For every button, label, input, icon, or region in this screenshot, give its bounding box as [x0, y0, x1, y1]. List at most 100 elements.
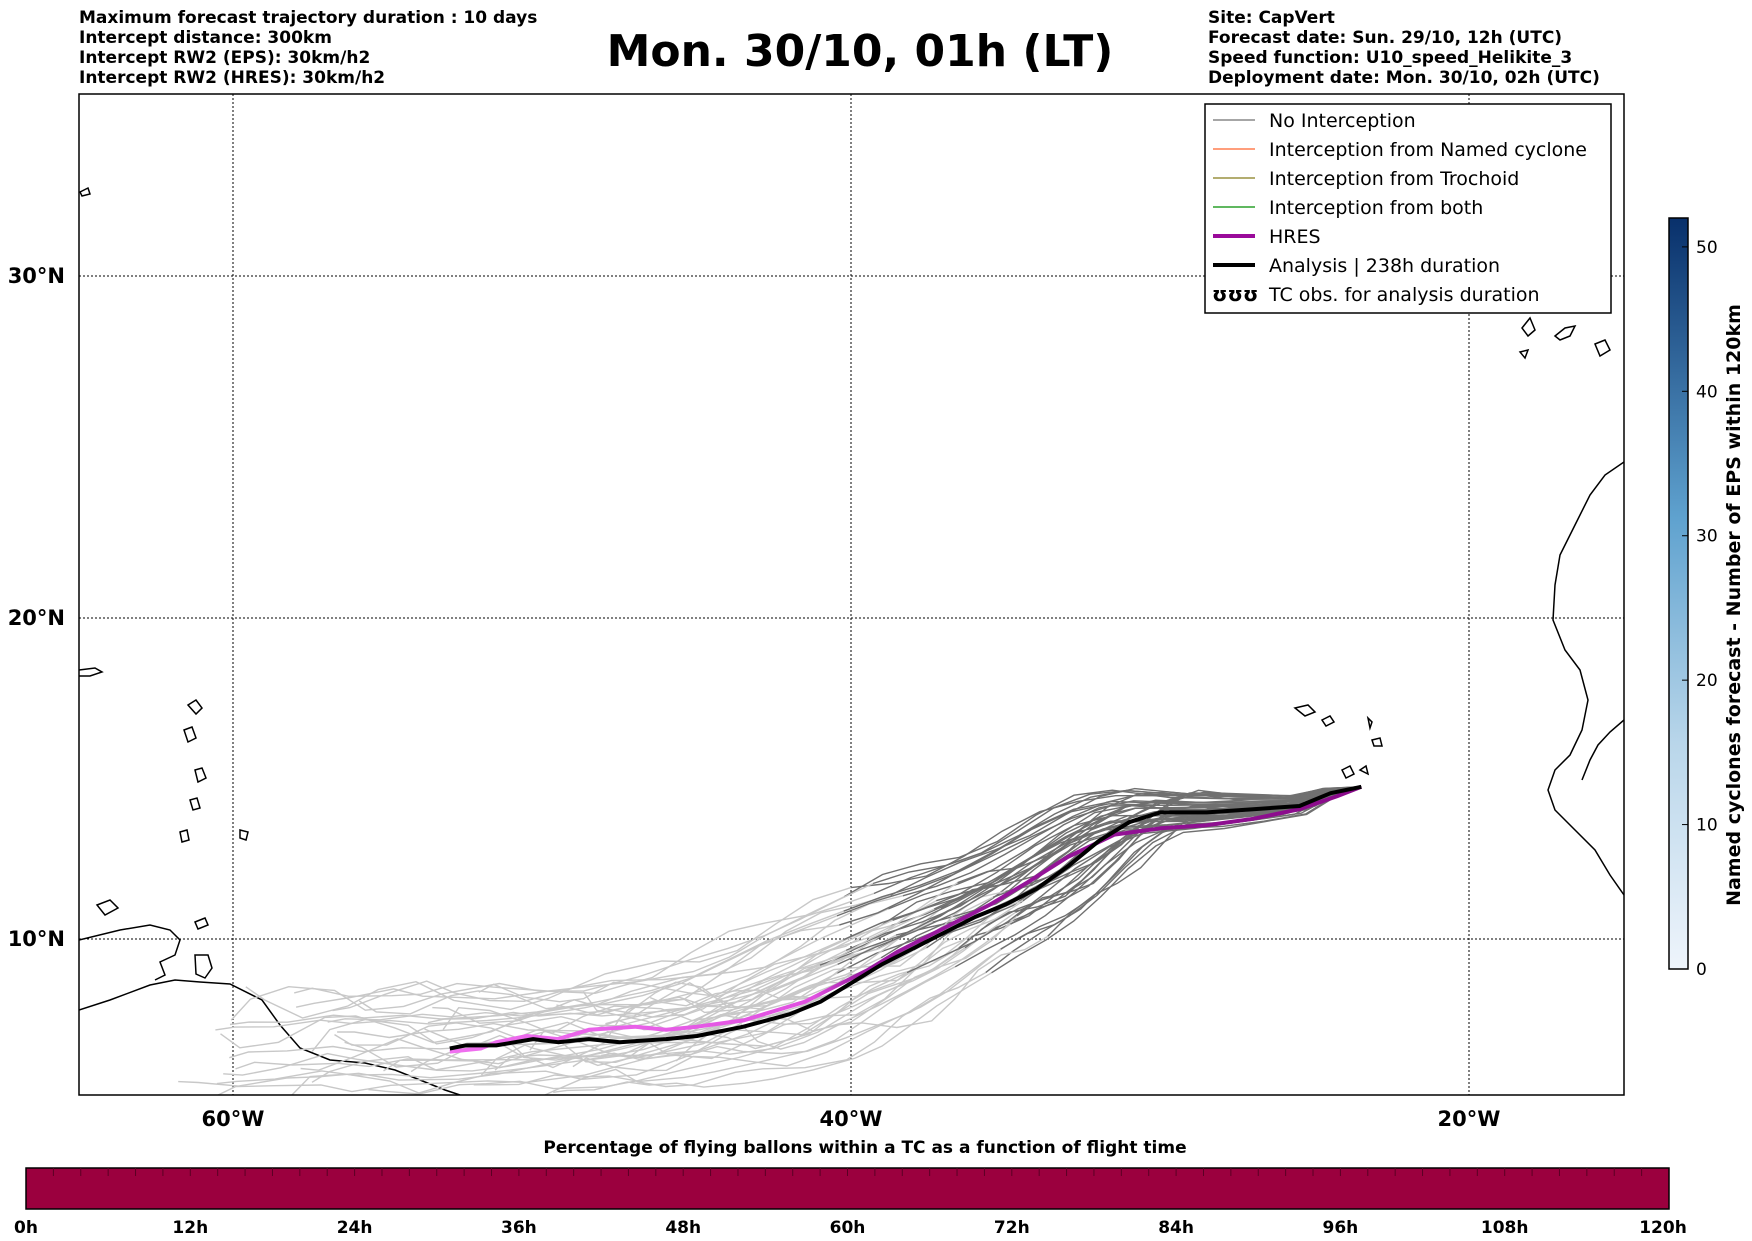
flight-time-colorbar-tick-label: 0h [14, 1218, 38, 1238]
island-lesser-antilles-5 [179, 829, 190, 843]
lat-label-30n: 30°N [8, 264, 65, 288]
ensemble-member-track-far [327, 908, 889, 1023]
coast-venezuela-north [79, 924, 181, 981]
ensemble-member-track-far [615, 902, 1021, 1023]
flight-time-colorbar-tick-label: 48h [665, 1218, 701, 1238]
info-deployment-date: Deployment date: Mon. 30/10, 02h (UTC) [1208, 68, 1600, 88]
ensemble-member-track-far [291, 967, 873, 1095]
island-cape-verde-6 [1358, 764, 1370, 776]
flight-time-colorbar-tick-label: 36h [501, 1218, 537, 1238]
ensemble-member-track-far [215, 915, 838, 1031]
cyclone-colorbar-ticks: 0 10 20 30 40 50 [1682, 238, 1718, 980]
flight-time-colorbar-tick-label: 24h [337, 1218, 373, 1238]
lat-label-10n: 10°N [8, 927, 65, 951]
coast-africa-west [1581, 719, 1624, 781]
ensemble-member-track-far [245, 886, 852, 1019]
ensemble-member-track-far [480, 947, 960, 1076]
ensemble-member-track-near [1000, 786, 1362, 950]
map-title: Mon. 30/10, 01h (LT) [606, 26, 1114, 77]
lon-label-40w: 40°W [820, 1107, 883, 1131]
legend-label-named-cyclone: Interception from Named cyclone [1269, 139, 1587, 161]
flight-time-colorbar-divisions [52, 1168, 1643, 1176]
header-right-info: Site: CapVert Forecast date: Sun. 29/10,… [1208, 8, 1600, 88]
ensemble-member-track-far [216, 963, 838, 1085]
cyclone-colorbar-tick-label: 10 [1696, 816, 1718, 836]
island-canary-3 [1594, 339, 1611, 358]
island-trinidad [194, 954, 213, 979]
info-speed-function: Speed function: U10_speed_Helikite_3 [1208, 48, 1573, 68]
flight-time-colorbar-tick-label: 108h [1481, 1218, 1529, 1238]
legend-label-analysis: Analysis | 238h duration [1269, 255, 1500, 277]
info-intercept-distance: Intercept distance: 300km [79, 28, 332, 48]
legend-label-trochoid: Interception from Trochoid [1269, 168, 1519, 190]
ensemble-member-track-near [843, 786, 1362, 912]
island-cape-verde-3 [1366, 715, 1373, 731]
ensemble-member-track-far [473, 966, 956, 1086]
ensemble-member-track-far [229, 910, 844, 1026]
legend-box [1204, 103, 1612, 314]
ensemble-member-track-far [311, 924, 882, 1052]
island-canary-4 [1518, 348, 1530, 360]
cyclone-colorbar-tick-label: 30 [1696, 527, 1718, 547]
island-aruba [95, 899, 120, 916]
legend-label-tc-obs: TC obs. for analysis duration [1268, 284, 1540, 306]
cyclone-colorbar-fill [1668, 217, 1689, 970]
legend-label-hres: HRES [1269, 226, 1321, 248]
ensemble-member-track-far [294, 882, 874, 998]
island-lesser-antilles-2 [183, 726, 197, 744]
ensemble-trajectories [178, 786, 1362, 1095]
ensemble-member-track-near [892, 786, 1362, 921]
island-barbados [239, 829, 249, 841]
flight-time-colorbar-tick-label: 84h [1158, 1218, 1194, 1238]
header-left-info: Maximum forecast trajectory duration : 1… [79, 8, 537, 88]
ensemble-member-track-far [229, 939, 844, 1059]
tc-obs-icon: ʊʊʊ [1212, 282, 1258, 306]
legend-label-no-interception: No Interception [1269, 110, 1416, 132]
ensemble-member-track-near [836, 786, 1362, 917]
island-cape-verde-2 [1320, 715, 1336, 727]
map-legend: ʊʊʊ No Interception Interception from Na… [1204, 103, 1612, 314]
lon-label-60w: 60°W [202, 1107, 265, 1131]
ensemble-member-track-near [850, 786, 1362, 889]
coast-africa-north [1547, 461, 1624, 896]
ensemble-member-track-far [675, 935, 1049, 1062]
hres-trajectory [449, 784, 1363, 1054]
map-frame [78, 93, 1625, 1096]
ensemble-member-track-near [991, 786, 1362, 974]
ensemble-member-track-near [906, 786, 1362, 974]
ensemble-member-track-near [954, 786, 1362, 968]
flight-time-colorbar-tick-label: 12h [172, 1218, 208, 1238]
ensemble-member-track-far [478, 882, 958, 1003]
info-intercept-eps: Intercept RW2 (EPS): 30km/h2 [79, 48, 371, 68]
cyclone-colorbar: 0 10 20 30 40 50 Named cyclones forecast - Nu… [1668, 217, 1745, 980]
cyclone-colorbar-tick-label: 40 [1696, 382, 1718, 402]
ensemble-member-track-far [368, 971, 908, 1095]
island-cape-verde-1 [1293, 704, 1317, 717]
cyclone-colorbar-label: Named cyclones forecast - Number of EPS … [1723, 304, 1745, 906]
ensemble-member-track-far [344, 934, 897, 1068]
ensemble-member-track-far [220, 924, 840, 1049]
island-puerto-rico [79, 667, 104, 677]
lon-label-20w: 20°W [1438, 1107, 1501, 1131]
cyclone-colorbar-tick-label: 0 [1696, 960, 1707, 980]
flight-time-colorbar-tick-label: 60h [830, 1218, 866, 1238]
island-lesser-antilles-4 [189, 797, 201, 811]
ensemble-member-track-far [594, 923, 1011, 1042]
island-lesser-antilles-1 [186, 698, 203, 716]
info-max-duration: Maximum forecast trajectory duration : 1… [79, 8, 538, 28]
flight-time-colorbar-ticks: 0h 12h 24h 36h 48h 60h 72h 84h 96h 108h 120h [14, 1218, 1687, 1238]
island-lesser-antilles-3 [194, 767, 207, 784]
island-cape-verde-5 [1340, 764, 1356, 780]
ensemble-member-track-far [543, 971, 987, 1095]
island-cape-verde-4 [1371, 737, 1383, 747]
flight-time-colorbar: Percentage of flying ballons within a TC… [14, 1138, 1687, 1238]
island-tobago [194, 917, 209, 930]
info-intercept-hres: Intercept RW2 (HRES): 30km/h2 [79, 68, 386, 88]
legend-label-both: Interception from both [1269, 197, 1483, 219]
flight-time-colorbar-tick-label: 120h [1639, 1218, 1687, 1238]
longitude-labels: 60°W 40°W 20°W [202, 1107, 1501, 1131]
ensemble-member-track-far [572, 948, 1002, 1072]
island-madeira [79, 186, 91, 197]
ensemble-member-track-near [872, 786, 1362, 885]
